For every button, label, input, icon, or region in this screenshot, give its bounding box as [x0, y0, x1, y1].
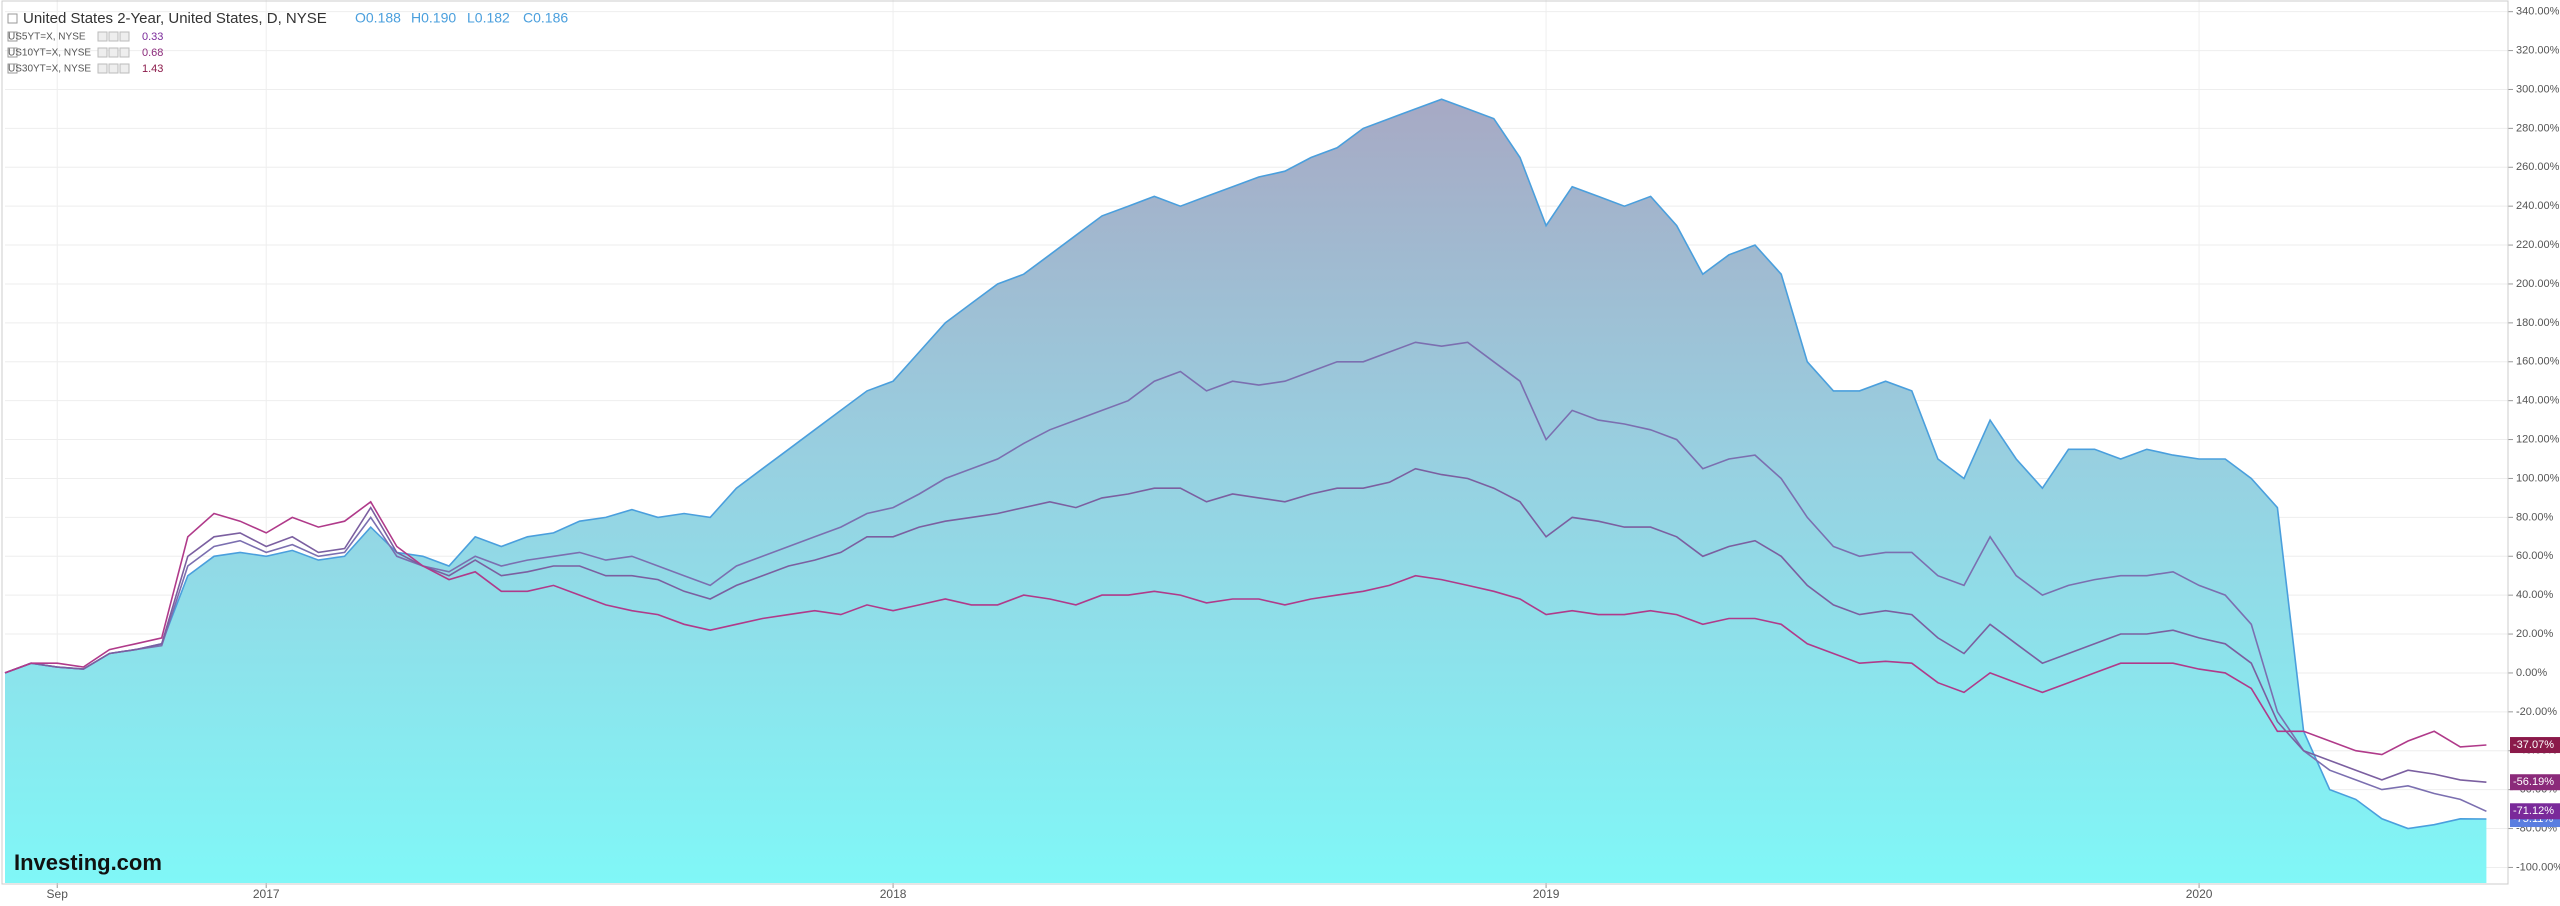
value-label: -56.19%	[2513, 776, 2554, 788]
x-tick-label: 2017	[253, 887, 280, 901]
legend-button[interactable]	[108, 31, 119, 42]
y-tick-label: 100.00%	[2516, 472, 2560, 484]
y-tick-label: 260.00%	[2516, 161, 2560, 173]
y-tick-label: 340.00%	[2516, 6, 2560, 18]
legend-quote: L0.182	[467, 10, 510, 26]
legend-button[interactable]	[119, 47, 130, 58]
legend-name: US30YT=X, NYSE	[8, 64, 91, 75]
legend-toggle	[7, 13, 18, 24]
value-label: -71.12%	[2513, 805, 2554, 817]
series-line	[4, 500, 2487, 756]
legend-title: United States 2-Year, United States, D, …	[23, 10, 327, 27]
legend-toggle	[7, 47, 18, 58]
value-label-box	[2510, 737, 2560, 754]
y-tick-label: 40.00%	[2516, 589, 2554, 601]
series-line	[4, 98, 2487, 830]
y-tick-label: 80.00%	[2516, 511, 2554, 523]
y-tick-label: 300.00%	[2516, 83, 2560, 95]
y-tick-label: -20.00%	[2516, 706, 2557, 718]
legend-quote: H0.190	[411, 10, 456, 26]
legend-button[interactable]	[97, 47, 108, 58]
legend-quote: O0.188	[355, 10, 401, 26]
x-tick-label: 2018	[880, 887, 907, 901]
y-tick-label: 200.00%	[2516, 278, 2560, 290]
value-label-box	[2510, 803, 2560, 820]
x-tick-label: 2020	[2186, 887, 2213, 901]
y-tick-label: 320.00%	[2516, 44, 2560, 56]
legend-quote: C0.186	[523, 10, 568, 26]
legend-button[interactable]	[119, 31, 130, 42]
plot-frame	[1, 0, 2509, 885]
y-tick-label: 120.00%	[2516, 433, 2560, 445]
y-tick-label: 0.00%	[2516, 667, 2547, 679]
axes: -100.00%-80.00%-60.00%-40.00%-20.00%0.00…	[47, 6, 2560, 901]
value-label-box	[2510, 774, 2560, 791]
area	[5, 99, 2487, 883]
legend-button[interactable]	[108, 63, 119, 74]
y-tick-label: 160.00%	[2516, 356, 2560, 368]
plot	[4, 98, 2487, 883]
logo: Investing.com	[14, 850, 162, 875]
legend-name: US10YT=X, NYSE	[8, 48, 91, 59]
legend-toggle	[7, 31, 18, 42]
y-tick-label: 280.00%	[2516, 122, 2560, 134]
y-tick-label: 240.00%	[2516, 200, 2560, 212]
x-tick-label: Sep	[47, 887, 69, 901]
legend-button[interactable]	[97, 63, 108, 74]
y-tick-label: 220.00%	[2516, 239, 2560, 251]
value-label: -37.07%	[2513, 739, 2554, 751]
y-tick-label: 60.00%	[2516, 550, 2554, 562]
legend: United States 2-Year, United States, D, …	[7, 10, 568, 75]
legend-toggle	[7, 63, 18, 74]
legend-button[interactable]	[108, 47, 119, 58]
x-tick-label: 2019	[1533, 887, 1560, 901]
legend-name: US5YT=X, NYSE	[8, 32, 86, 43]
legend-value: 1.43	[142, 63, 163, 75]
y-tick-label: -100.00%	[2516, 861, 2560, 873]
legend-value: 0.68	[142, 47, 163, 59]
legend-value: 0.33	[142, 31, 163, 43]
legend-button[interactable]	[97, 31, 108, 42]
y-tick-label: 20.00%	[2516, 628, 2554, 640]
y-tick-label: 140.00%	[2516, 395, 2560, 407]
legend-button[interactable]	[119, 63, 130, 74]
y-tick-label: 180.00%	[2516, 317, 2560, 329]
